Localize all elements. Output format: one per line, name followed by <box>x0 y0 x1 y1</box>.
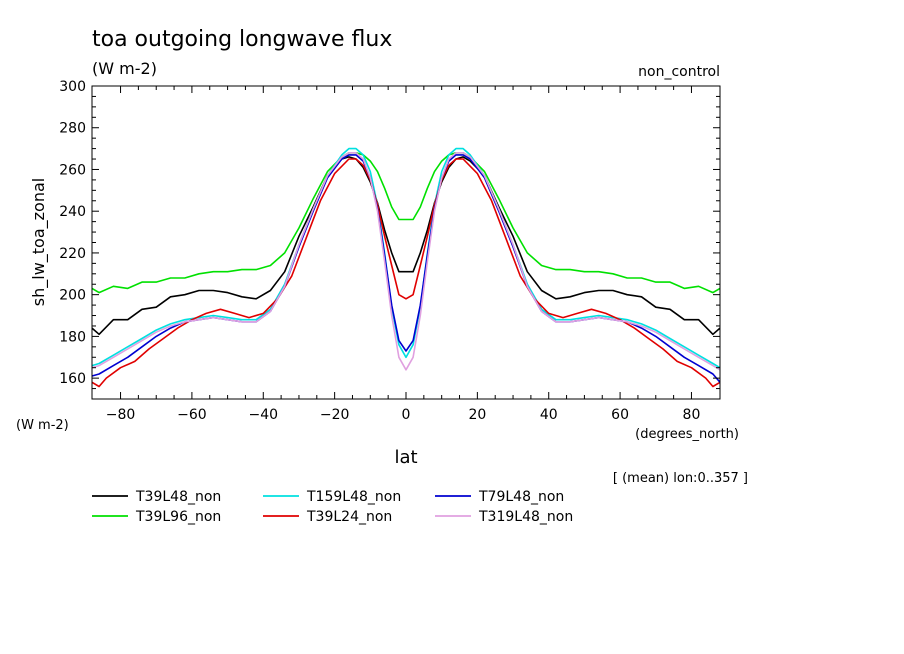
x-tick-label: 20 <box>468 407 486 423</box>
y-tick-label: 300 <box>59 79 86 95</box>
chart-subtitle: (W m-2) <box>92 59 157 78</box>
x-tick-label: 0 <box>402 407 411 423</box>
mean-note: [ (mean) lon:0..357 ] <box>613 471 748 486</box>
plot-frame <box>91 85 721 400</box>
legend-label-t39l48-non: T39L48_non <box>135 489 221 505</box>
series-line-t39l24-non <box>91 158 721 388</box>
legend-label-t159l48-non: T159L48_non <box>306 489 401 505</box>
x-axis-units: (degrees_north) <box>635 427 739 442</box>
legend: T39L48_non T39L96_non T159L48_non T39L24_no… <box>92 489 573 525</box>
axis-ticks: −80 −60 −40 −20 0 20 40 60 80 160 180 200 220 240 260 2… <box>59 79 720 423</box>
y-tick-label: 180 <box>59 329 86 345</box>
x-tick-label: 80 <box>683 407 701 423</box>
dataset-label: non_control <box>638 64 720 80</box>
y-tick-label: 240 <box>59 204 86 220</box>
y-tick-label: 220 <box>59 246 86 262</box>
x-tick-label: −80 <box>106 407 136 423</box>
x-tick-label: −40 <box>248 407 278 423</box>
series-line-t319l48-non <box>91 152 721 371</box>
legend-label-t39l24-non: T39L24_non <box>306 509 392 525</box>
x-tick-label: 40 <box>540 407 558 423</box>
y-axis-label: sh_lw_toa_zonal <box>29 178 49 306</box>
series-line-t39l96-non <box>91 152 721 294</box>
y-tick-label: 260 <box>59 162 86 178</box>
legend-label-t319l48-non: T319L48_non <box>478 509 573 525</box>
x-tick-label: 60 <box>611 407 629 423</box>
y-tick-label: 280 <box>59 121 86 137</box>
series-line-t39l48-non <box>91 156 721 336</box>
chart-title: toa outgoing longwave flux <box>92 27 392 52</box>
x-tick-label: −20 <box>320 407 350 423</box>
y-tick-label: 160 <box>59 371 86 387</box>
legend-label-t39l96-non: T39L96_non <box>135 509 221 525</box>
series-line-t159l48-non <box>91 147 721 369</box>
series-line-t79l48-non <box>91 154 721 383</box>
x-tick-label: −60 <box>177 407 207 423</box>
plot-lines <box>91 147 721 388</box>
legend-label-t79l48-non: T79L48_non <box>478 489 564 505</box>
x-axis-label: lat <box>394 447 417 468</box>
y-axis-units: (W m-2) <box>16 418 69 433</box>
y-tick-label: 200 <box>59 288 86 304</box>
